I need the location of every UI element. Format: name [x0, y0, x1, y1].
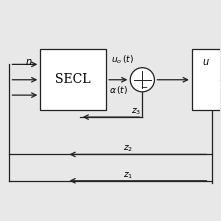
Text: SECL: SECL	[55, 73, 91, 86]
Bar	[192, 49, 221, 110]
Text: $n$: $n$	[25, 57, 33, 67]
Text: $z_2$: $z_2$	[123, 144, 133, 154]
Text: $z_3$: $z_3$	[131, 106, 141, 117]
Text: $u$: $u$	[202, 57, 210, 67]
Text: $u_o\,(t)$: $u_o\,(t)$	[111, 54, 134, 66]
Text: $\alpha\,(t)$: $\alpha\,(t)$	[109, 84, 128, 96]
Bar	[40, 49, 106, 110]
Text: $-$: $-$	[141, 81, 149, 90]
Text: $z_1$: $z_1$	[123, 170, 133, 181]
Circle shape	[130, 68, 154, 92]
